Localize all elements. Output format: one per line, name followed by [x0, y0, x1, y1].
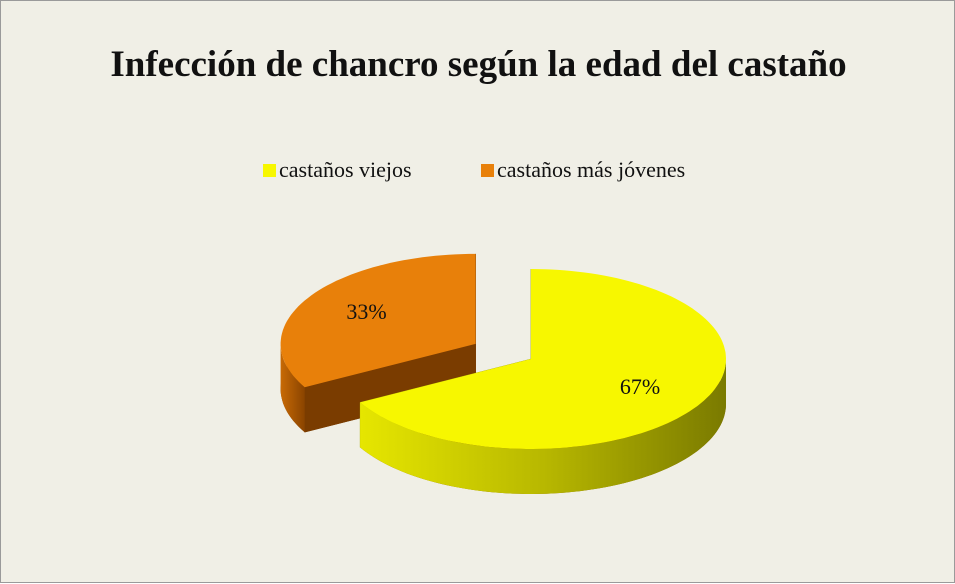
slice — [280, 253, 476, 388]
slice-side — [360, 359, 726, 494]
legend-swatch — [263, 164, 276, 177]
legend-swatch — [481, 164, 494, 177]
data-label: 33% — [346, 299, 386, 324]
chart-title: Infección de chancro según la edad del c… — [110, 44, 847, 85]
legend-label: castaños más jóvenes — [497, 157, 685, 182]
slice — [360, 269, 726, 449]
data-label: 67% — [620, 374, 660, 399]
legend-label: castaños viejos — [279, 157, 412, 182]
